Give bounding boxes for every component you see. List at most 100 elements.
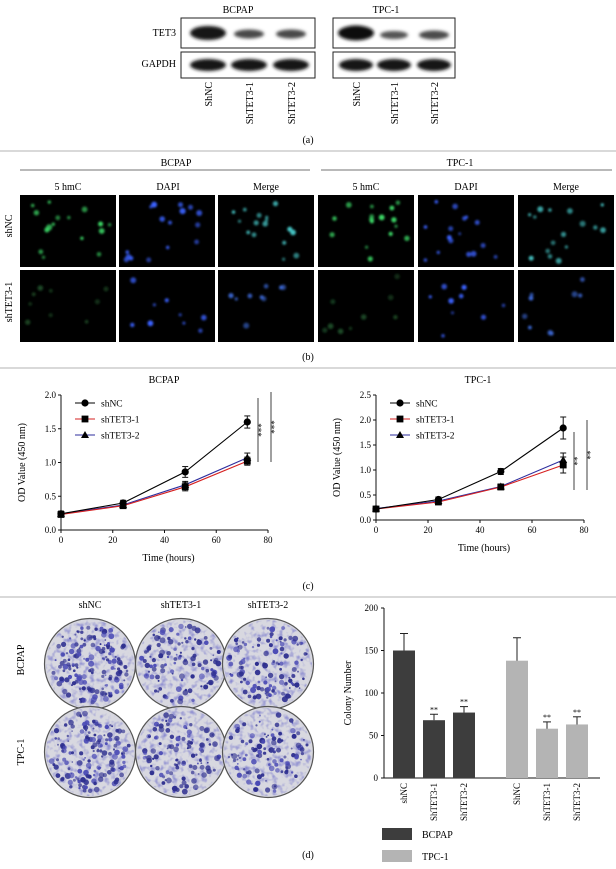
colony <box>144 755 147 758</box>
blot-band <box>419 30 449 40</box>
colony <box>107 732 113 738</box>
colony <box>92 727 95 730</box>
colony <box>250 782 253 785</box>
colony <box>153 721 160 727</box>
nucleus <box>528 325 532 330</box>
colony <box>74 776 78 779</box>
colony <box>106 658 110 662</box>
colony <box>123 679 126 682</box>
nucleus <box>253 220 259 226</box>
nucleus <box>567 208 573 214</box>
colony <box>271 736 277 741</box>
x-tick-label: ShTET3-1 <box>542 783 552 821</box>
culture-plate <box>43 705 137 799</box>
micrograph-bg <box>518 195 614 267</box>
colony <box>178 623 184 630</box>
nucleus <box>464 215 469 219</box>
colony <box>245 742 249 746</box>
colony <box>57 737 60 740</box>
colony <box>236 758 239 761</box>
colony <box>144 650 148 654</box>
colony <box>176 632 180 636</box>
y-axis-label: OD Value (450 nm) <box>332 418 343 497</box>
nucleus <box>195 222 201 228</box>
nucleus <box>47 200 51 204</box>
colony <box>107 642 110 645</box>
nucleus <box>188 204 193 210</box>
cell-nuclei <box>522 277 585 336</box>
nucleus <box>560 231 567 237</box>
x-tick-label: 60 <box>528 525 538 535</box>
micrograph-blue <box>418 270 514 342</box>
colony <box>269 632 274 637</box>
micrograph-merge <box>518 270 614 342</box>
colony <box>254 768 260 774</box>
nucleus <box>179 208 186 215</box>
colony <box>81 697 87 703</box>
colony <box>152 633 156 637</box>
legend-swatch <box>382 828 412 840</box>
colony <box>290 728 296 734</box>
colony <box>254 669 261 676</box>
colony <box>168 713 175 720</box>
colony <box>173 661 177 665</box>
colony <box>85 657 90 662</box>
colony <box>241 641 245 644</box>
x-tick-label: 40 <box>160 535 170 545</box>
cell-nuclei <box>123 201 203 263</box>
colony <box>57 743 59 746</box>
colony <box>175 758 179 762</box>
colony <box>122 760 126 765</box>
nucleus <box>48 288 53 293</box>
lane-label: ShTET3-1 <box>245 82 256 124</box>
nucleus <box>441 283 448 290</box>
colony <box>67 779 73 786</box>
colony <box>283 755 287 759</box>
colony <box>158 751 163 756</box>
colony <box>149 674 155 680</box>
colony <box>294 660 299 665</box>
colony <box>187 688 193 694</box>
colony <box>96 765 101 770</box>
colony <box>273 747 276 750</box>
colony <box>237 644 243 650</box>
colony-dots <box>228 712 309 793</box>
nucleus <box>293 252 300 259</box>
colony <box>91 753 97 759</box>
x-tick-label: ShTET3-2 <box>459 783 469 821</box>
colony <box>243 768 246 771</box>
colony <box>109 647 115 653</box>
colony <box>155 766 160 771</box>
nucleus <box>261 296 267 302</box>
plate-colonies <box>46 708 134 796</box>
colony <box>173 763 177 766</box>
colony <box>51 670 56 675</box>
channel-label: Merge <box>253 182 279 193</box>
nucleus <box>528 295 534 301</box>
colony <box>190 770 195 775</box>
colony <box>266 757 270 761</box>
colony <box>110 767 115 772</box>
colony <box>201 772 207 778</box>
colony <box>115 738 118 741</box>
colony <box>157 631 160 633</box>
nucleus <box>600 203 604 207</box>
series-line <box>375 459 564 510</box>
colony <box>212 741 218 747</box>
colony <box>99 643 102 646</box>
colony <box>253 787 258 792</box>
colony <box>62 669 66 673</box>
colony <box>245 680 250 686</box>
colony <box>86 686 91 691</box>
micrograph-merge <box>218 195 314 267</box>
panel-a: BCPAP TPC-1 TET3 GAPDH ShNC ShTET3-1 ShT… <box>142 5 456 146</box>
colony <box>266 626 270 630</box>
nucleus <box>282 257 286 261</box>
nucleus <box>388 231 393 236</box>
nucleus <box>33 210 40 216</box>
micrograph-bg <box>418 195 514 267</box>
colony <box>288 678 293 683</box>
colony <box>255 780 261 786</box>
nucleus <box>44 227 50 233</box>
lane-label: ShNC <box>204 82 215 107</box>
